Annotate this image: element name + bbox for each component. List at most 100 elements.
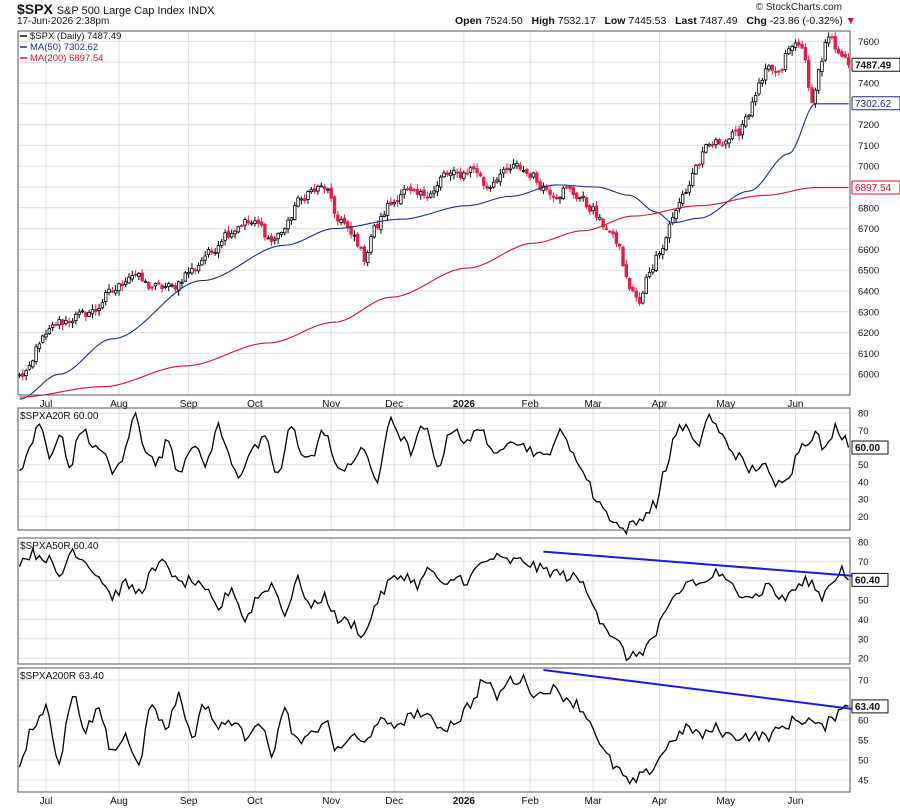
candle [584, 197, 589, 208]
candle [425, 196, 430, 199]
candle [488, 186, 493, 189]
month-label: Mar [585, 796, 603, 807]
ohlc-readout: Open 7524.50 High 7532.17 Low 7445.53 La… [455, 15, 856, 27]
candle [117, 283, 121, 292]
value-label-box [851, 57, 900, 72]
y-tick-label: 7100 [858, 141, 879, 152]
candle [455, 171, 459, 174]
y-tick-label: 70 [858, 426, 869, 437]
candle [256, 219, 260, 224]
value-label-box [851, 96, 900, 111]
candle [657, 253, 662, 256]
y-tick-label: 80 [858, 537, 869, 548]
candle [362, 246, 367, 262]
candle [485, 185, 489, 189]
y-tick-label: 6700 [858, 224, 879, 235]
panel-title: $SPXA20R 60.00 [20, 411, 99, 422]
candle [17, 374, 22, 377]
candle [554, 196, 559, 200]
candle [259, 221, 264, 226]
value-label-box [851, 699, 889, 714]
candle [253, 220, 257, 224]
candle [594, 205, 599, 218]
candle [269, 235, 274, 242]
candle [611, 231, 615, 235]
candle [833, 35, 837, 50]
candle [236, 226, 241, 233]
candle [243, 219, 247, 226]
high-value: 7532.17 [557, 15, 596, 27]
candle [70, 320, 75, 324]
candle [107, 288, 111, 293]
y-tick-label: 6500 [858, 266, 879, 277]
candle [41, 335, 45, 343]
candle [753, 95, 758, 103]
candle [730, 131, 735, 139]
trend-line [543, 669, 871, 713]
candle [123, 281, 128, 285]
y-tick-label: 6200 [858, 328, 879, 339]
candle [674, 210, 678, 219]
candle [667, 223, 672, 239]
candle [631, 286, 635, 292]
panel-title: $SPXA50R 60.40 [20, 541, 99, 552]
candle [491, 181, 496, 188]
candle [813, 89, 818, 104]
exchange: INDX [188, 5, 215, 17]
candle [296, 197, 300, 207]
value-label: 60.40 [855, 575, 880, 586]
candle [273, 238, 277, 241]
candle [830, 36, 834, 39]
month-label: Apr [652, 399, 668, 410]
candle [548, 189, 552, 196]
candle [140, 272, 144, 282]
candle [329, 187, 333, 199]
candle [90, 309, 95, 315]
candle [339, 219, 343, 223]
candle [568, 186, 572, 189]
month-label: Jul [40, 399, 53, 410]
month-label: Aug [110, 796, 128, 807]
candle [574, 192, 579, 200]
candle [704, 144, 708, 153]
candle [734, 129, 738, 132]
breadth-line [19, 411, 850, 536]
candle [707, 143, 711, 147]
candle [515, 163, 519, 167]
candle [31, 360, 35, 368]
panel-3: 45 50 55 60 70 $SPXA200R 63.40 63.40 [17, 667, 889, 793]
candle [442, 172, 446, 178]
low-value: 7445.53 [628, 15, 667, 27]
candle [375, 223, 380, 229]
candle [332, 196, 337, 214]
candle [147, 282, 151, 289]
candle [419, 191, 423, 196]
open-label: Open [455, 15, 482, 27]
value-label: 60.00 [855, 443, 880, 454]
chg-label: Chg [746, 15, 767, 27]
candle [677, 202, 682, 210]
candle [249, 222, 254, 225]
candle [137, 272, 141, 277]
candle [654, 254, 658, 271]
candle [763, 68, 768, 81]
candle [757, 82, 761, 95]
candle [266, 237, 270, 240]
candle [200, 259, 204, 266]
legend-entry: MA(200) 6897.54 [30, 53, 103, 64]
candle [183, 272, 187, 282]
chart-symbol: $SPX S&P 500 Large Cap Index INDX [17, 1, 215, 17]
candle [336, 214, 340, 222]
candle [127, 276, 131, 284]
candle [170, 284, 174, 287]
candle [684, 192, 688, 194]
candle [601, 218, 605, 228]
candle [836, 48, 841, 54]
value-label: 7487.49 [855, 60, 892, 71]
y-tick-label: 55 [858, 736, 869, 747]
candle [571, 187, 575, 195]
candle [714, 139, 718, 146]
candle [816, 69, 821, 91]
candle [226, 230, 231, 238]
candle [482, 177, 486, 186]
